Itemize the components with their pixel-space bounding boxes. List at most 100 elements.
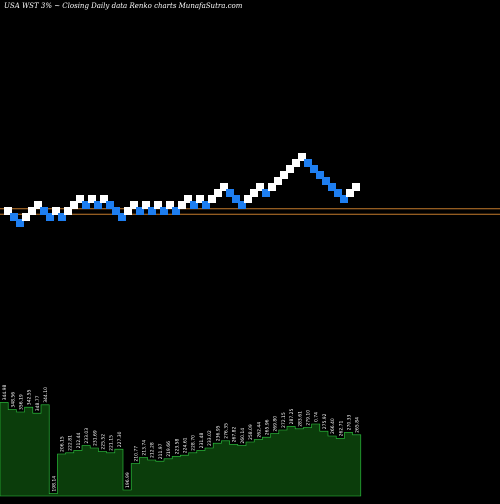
- renko-brick-up: [166, 201, 174, 209]
- renko-brick-up: [142, 201, 150, 209]
- renko-brick-down: [310, 165, 318, 173]
- renko-brick-up: [208, 195, 216, 203]
- renko-brick-up: [214, 189, 222, 197]
- volume-label: 279.10: [306, 410, 312, 426]
- renko-brick-up: [292, 159, 300, 167]
- renko-brick-down: [16, 219, 24, 227]
- renko-brick-down: [136, 207, 144, 215]
- renko-brick-down: [118, 213, 126, 221]
- renko-brick-down: [160, 207, 168, 215]
- renko-brick-up: [130, 201, 138, 209]
- renko-brick-down: [148, 207, 156, 215]
- renko-brick-down: [226, 189, 234, 197]
- renko-brick-down: [112, 207, 120, 215]
- volume-label: 272.15: [281, 412, 287, 428]
- renko-brick-up: [64, 207, 72, 215]
- renko-brick-up: [124, 207, 132, 215]
- renko-brick-up: [286, 165, 294, 173]
- volume-label: 275.92: [322, 413, 328, 429]
- renko-brick-down: [82, 201, 90, 209]
- renko-brick-up: [70, 201, 78, 209]
- volume-label: 213.74: [142, 440, 148, 456]
- renko-brick-up: [280, 171, 288, 179]
- renko-brick-up: [274, 177, 282, 185]
- renko-brick-down: [304, 159, 312, 167]
- volume-label: 258.09: [248, 424, 254, 440]
- ticker-label: USA WST 3% ~: [4, 2, 61, 10]
- volume-label: 225.52: [101, 434, 107, 450]
- renko-bricks: [4, 153, 360, 227]
- volume-label: 0.74: [314, 412, 320, 422]
- renko-brick-up: [76, 195, 84, 203]
- volume-label: 283.61: [297, 411, 303, 427]
- volume-label: 344.10: [43, 387, 49, 403]
- renko-brick-down: [46, 213, 54, 221]
- volume-label: 210.77: [133, 446, 139, 462]
- renko-brick-up: [178, 201, 186, 209]
- volume-label: 266.40: [330, 418, 336, 434]
- renko-brick-down: [202, 201, 210, 209]
- renko-brick-up: [250, 189, 258, 197]
- renko-brick-down: [40, 207, 48, 215]
- renko-brick-down: [262, 189, 270, 197]
- volume-label: 227.30: [117, 431, 123, 447]
- volume-label: 224.61: [183, 437, 189, 453]
- volume-label: 233.02: [207, 430, 213, 446]
- renko-brick-up: [100, 195, 108, 203]
- renko-brick-up: [352, 183, 360, 191]
- renko-brick-up: [4, 207, 12, 215]
- volume-label: 267.82: [232, 427, 238, 443]
- volume-panel: [0, 402, 362, 497]
- renko-brick-up: [52, 207, 60, 215]
- renko-brick-up: [34, 201, 42, 209]
- volume-label: 221.15: [109, 435, 115, 451]
- volume-label: 287.25: [289, 409, 295, 425]
- renko-brick-down: [340, 195, 348, 203]
- volume-label: 212.28: [150, 442, 156, 458]
- volume-label: 270.33: [347, 415, 353, 431]
- volume-label: 231.69: [92, 430, 98, 446]
- volume-label: 231.48: [199, 433, 205, 449]
- volume-label: 219.66: [166, 441, 172, 457]
- chart-header: USA WST 3% ~ Closing Daily data Renko ch…: [4, 2, 242, 10]
- renko-brick-down: [322, 177, 330, 185]
- volume-label: 348.56: [10, 392, 16, 408]
- renko-brick-down: [172, 207, 180, 215]
- renko-brick-up: [244, 195, 252, 203]
- volume-label: 196.99: [125, 472, 131, 488]
- renko-brick-up: [22, 213, 30, 221]
- volume-area: [0, 402, 362, 497]
- volume-label: 223.58: [174, 439, 180, 455]
- renko-brick-up: [346, 189, 354, 197]
- volume-label: 262.44: [256, 422, 262, 438]
- volume-label: 265.96: [265, 419, 271, 435]
- volume-label: 269.80: [273, 416, 279, 432]
- renko-brick-down: [190, 201, 198, 209]
- renko-brick-down: [106, 201, 114, 209]
- renko-brick-down: [58, 213, 66, 221]
- volume-label: 228.70: [191, 435, 197, 451]
- volume-label: 265.84: [355, 417, 361, 433]
- renko-brick-down: [232, 195, 240, 203]
- volume-label: 260.14: [240, 428, 246, 444]
- volume-label: 344.98: [2, 385, 8, 401]
- volume-label: 262.71: [338, 421, 344, 437]
- renko-brick-up: [220, 183, 228, 191]
- volume-label: 211.97: [158, 443, 164, 459]
- renko-brick-up: [196, 195, 204, 203]
- renko-brick-down: [334, 189, 342, 197]
- renko-brick-down: [10, 213, 18, 221]
- volume-label: 222.81: [68, 435, 74, 451]
- reference-lines: [0, 208, 500, 215]
- renko-brick-down: [94, 201, 102, 209]
- volume-label: 236.95: [215, 425, 221, 441]
- renko-brick-up: [268, 183, 276, 191]
- renko-brick-up: [256, 183, 264, 191]
- volume-label: 342.55: [27, 389, 33, 405]
- volume-label: 206.15: [60, 436, 66, 452]
- volume-label: 348.77: [35, 395, 41, 411]
- renko-brick-up: [88, 195, 96, 203]
